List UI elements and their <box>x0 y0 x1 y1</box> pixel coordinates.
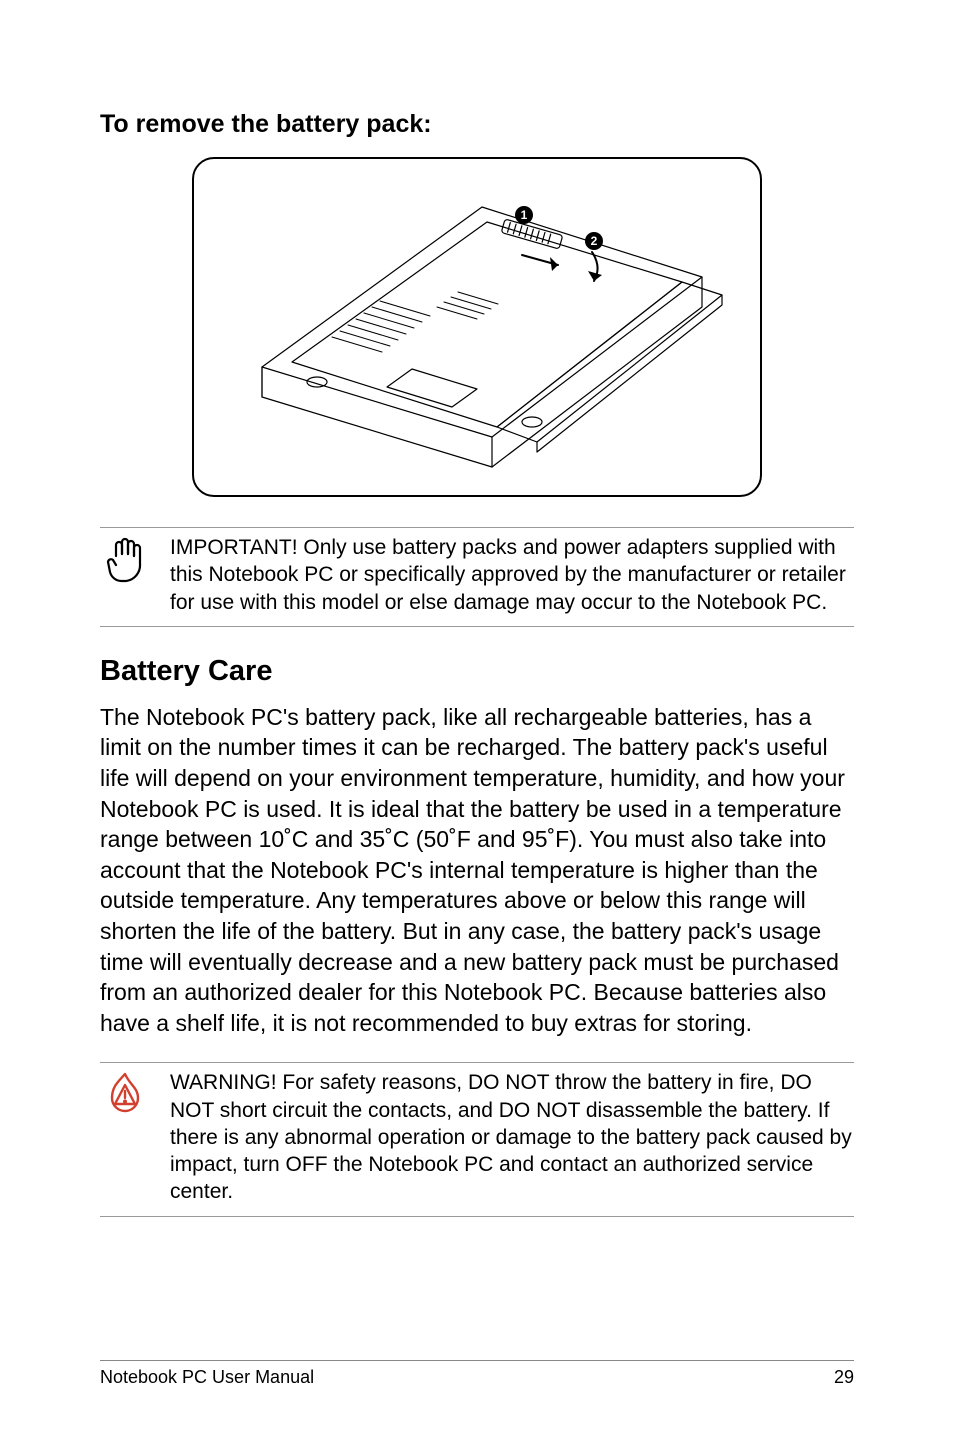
page-root: To remove the battery pack: <box>0 0 954 1438</box>
footer-page-number: 29 <box>834 1367 854 1388</box>
heading-battery-care: Battery Care <box>100 655 854 688</box>
laptop-bottom-illustration: 1 2 <box>222 177 732 477</box>
svg-text:1: 1 <box>521 208 528 222</box>
warning-text: WARNING! For safety reasons, DO NOT thro… <box>170 1069 854 1205</box>
diagram-callout-1: 1 <box>515 206 533 224</box>
body-battery-care: The Notebook PC's battery pack, like all… <box>100 702 854 1038</box>
hand-stop-icon <box>100 534 150 586</box>
warning-fire-icon <box>100 1069 150 1119</box>
page-footer: Notebook PC User Manual 29 <box>100 1360 854 1388</box>
important-callout: IMPORTANT! Only use battery packs and po… <box>100 527 854 627</box>
diagram-callout-2: 2 <box>585 232 603 250</box>
important-text: IMPORTANT! Only use battery packs and po… <box>170 534 854 616</box>
diagram-remove-battery: 1 2 <box>192 157 762 497</box>
footer-left: Notebook PC User Manual <box>100 1367 314 1388</box>
warning-callout: WARNING! For safety reasons, DO NOT thro… <box>100 1062 854 1216</box>
heading-remove-battery: To remove the battery pack: <box>100 110 854 139</box>
svg-text:2: 2 <box>591 234 598 248</box>
